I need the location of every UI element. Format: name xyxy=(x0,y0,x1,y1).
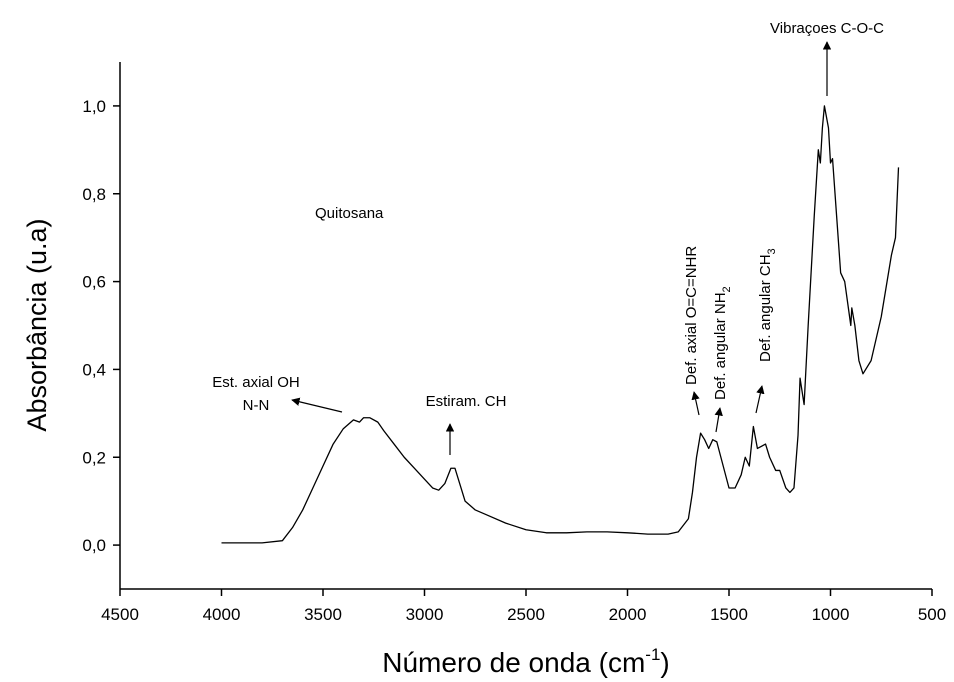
annotation: Def. angular CH3 xyxy=(757,248,778,362)
arrow xyxy=(691,391,700,416)
annotation-text: Def. angular CH xyxy=(757,254,774,362)
x-tick-label: 2500 xyxy=(507,605,545,624)
x-tick-label: 1000 xyxy=(812,605,850,624)
arrows xyxy=(291,41,832,455)
arrow xyxy=(755,385,765,414)
y-axis-label: Absorbância (u.a) xyxy=(22,218,52,431)
annotation-text: Def. axial O=C=NHR xyxy=(683,246,700,385)
x-tick-label: 4500 xyxy=(101,605,139,624)
x-tick-label: 500 xyxy=(918,605,946,624)
annotation: Vibraçoes C-O-C xyxy=(770,20,884,37)
arrow xyxy=(291,397,343,413)
annotation: Def. angular NH2 xyxy=(712,286,733,400)
annotation-text: Estiram. CH xyxy=(426,393,507,410)
arrow xyxy=(714,407,723,433)
y-tick-label: 0,4 xyxy=(82,360,106,379)
y-tick-label: 0,0 xyxy=(82,536,106,555)
spectrum-line xyxy=(221,105,900,544)
annotation-sub: 2 xyxy=(721,286,733,292)
annotation: Def. axial O=C=NHR xyxy=(683,246,700,385)
y-tick-label: 1,0 xyxy=(82,97,106,116)
x-axis-label: Número de onda (cm-1) xyxy=(382,645,669,678)
annotation: Estiram. CH xyxy=(426,393,507,410)
annotation-sub: 3 xyxy=(766,248,778,254)
y-tick-label: 0,8 xyxy=(82,185,106,204)
y-tick-label: 0,6 xyxy=(82,273,106,292)
x-tick-label: 4000 xyxy=(203,605,241,624)
annotation: N-N xyxy=(243,397,270,414)
x-tick-label: 3000 xyxy=(406,605,444,624)
y-tick-label: 0,2 xyxy=(82,448,106,467)
annotation: Quitosana xyxy=(315,205,384,222)
annotation: Est. axial OH xyxy=(212,374,300,391)
x-axis-label-tail: ) xyxy=(660,647,669,678)
annotation-text: Def. angular NH xyxy=(712,292,729,400)
x-tick-label: 2000 xyxy=(609,605,647,624)
annotation-text: Vibraçoes C-O-C xyxy=(770,20,884,37)
x-axis-label-sup: -1 xyxy=(645,645,660,664)
x-axis-label-text: Número de onda (cm xyxy=(382,647,645,678)
annotation-text: Est. axial OH xyxy=(212,374,300,391)
annotation-text: N-N xyxy=(243,397,270,414)
x-tick-label: 3500 xyxy=(304,605,342,624)
annotation-text: Quitosana xyxy=(315,205,384,222)
x-tick-label: 1500 xyxy=(710,605,748,624)
